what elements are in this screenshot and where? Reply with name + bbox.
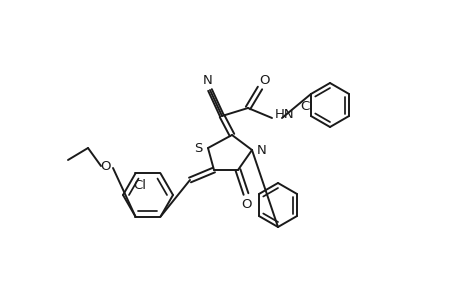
Text: O: O — [241, 197, 252, 211]
Text: Cl: Cl — [300, 100, 313, 112]
Text: O: O — [259, 74, 270, 86]
Text: N: N — [203, 74, 213, 86]
Text: HN: HN — [274, 107, 294, 121]
Text: Cl: Cl — [133, 179, 146, 192]
Text: S: S — [194, 142, 202, 154]
Text: O: O — [101, 160, 111, 172]
Text: N: N — [257, 143, 266, 157]
